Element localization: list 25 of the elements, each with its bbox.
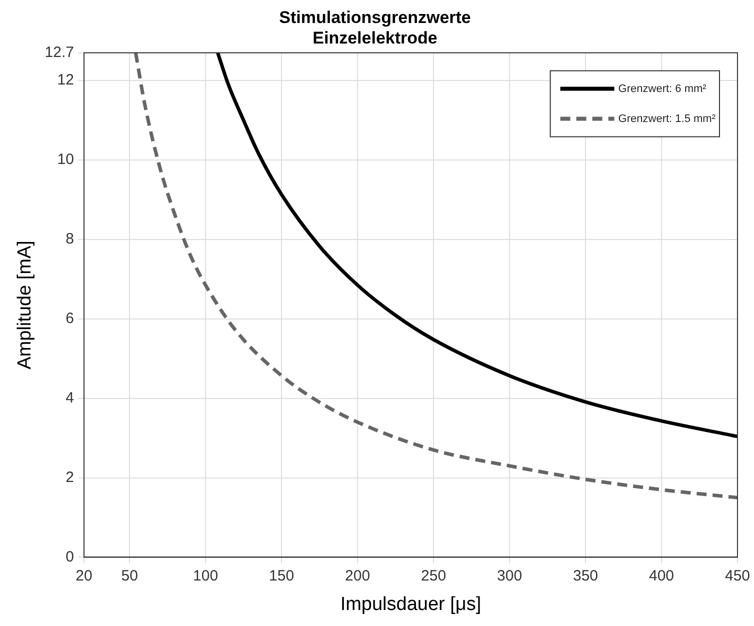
- x-tick-label: 450: [724, 567, 750, 584]
- y-tick-label: 8: [66, 230, 74, 248]
- x-axis-title: Impulsdauer [μs]: [340, 594, 482, 615]
- x-tick-label: 50: [121, 567, 138, 584]
- line-series: [134, 52, 738, 500]
- x-tick-label: 20: [76, 567, 92, 584]
- x-tick-label: 350: [572, 567, 598, 584]
- y-tick-label: 2: [66, 468, 74, 486]
- x-tick-label: 150: [269, 567, 294, 584]
- y-axis-title: Amplitude [mA]: [14, 240, 36, 370]
- line-series: [216, 52, 738, 438]
- x-tick-label: 200: [345, 567, 370, 584]
- x-tick-label: 100: [193, 567, 218, 584]
- chart-title: Stimulationsgrenzwerte Einzelelektrode: [279, 8, 471, 48]
- x-tick-label: 300: [497, 567, 522, 584]
- x-tick-label: 400: [648, 567, 674, 584]
- x-tick-label: 250: [421, 567, 446, 584]
- y-tick-label: 12: [57, 72, 74, 89]
- legend-label: Grenzwert: 6 mm²: [618, 82, 707, 95]
- legend-label: Grenzwert: 1.5 mm²: [618, 112, 716, 125]
- y-tick-label: 6: [66, 310, 74, 328]
- y-tick-label: 4: [66, 389, 74, 406]
- y-tick-label: 0: [66, 548, 74, 566]
- y-tick-label: 12.7: [44, 44, 74, 61]
- y-tick-label: 10: [57, 151, 74, 168]
